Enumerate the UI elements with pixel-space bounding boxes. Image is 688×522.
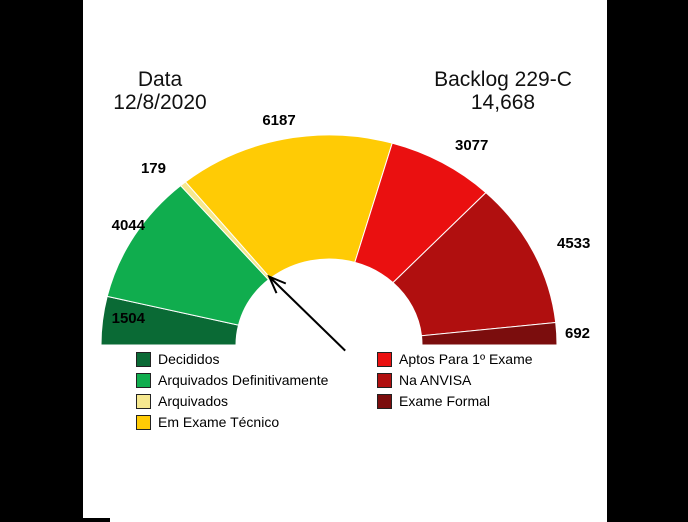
legend-item: Decididos bbox=[136, 349, 328, 370]
value-label-na-anvisa: 4533 bbox=[557, 235, 590, 252]
value-label-decididos: 1504 bbox=[112, 310, 146, 327]
legend-label: Arquivados bbox=[158, 393, 229, 409]
legend-swatch-icon bbox=[377, 394, 392, 409]
legend-label: Na ANVISA bbox=[399, 372, 472, 388]
value-label-arquivados: 179 bbox=[141, 160, 166, 177]
backlog-title: Backlog 229-C 14,668 bbox=[418, 68, 588, 114]
legend-swatch-icon bbox=[377, 373, 392, 388]
legend-swatch-icon bbox=[136, 373, 151, 388]
annotation-arrow bbox=[267, 274, 346, 352]
legend-item: Na ANVISA bbox=[377, 370, 533, 391]
legend-label: Exame Formal bbox=[399, 393, 491, 409]
date-title: Data 12/8/2020 bbox=[80, 68, 240, 114]
legend-item: Arquivados Definitivamente bbox=[136, 370, 328, 391]
legend-swatch-icon bbox=[136, 415, 151, 430]
date-title-line1: Data bbox=[137, 68, 183, 91]
value-label-arquivados-definitivamente: 4044 bbox=[112, 217, 146, 234]
legend-swatch-icon bbox=[136, 394, 151, 409]
backlog-title-line2: 14,668 bbox=[470, 91, 536, 114]
left-black-border bbox=[0, 0, 110, 522]
value-label-em-exame-t-cnico: 6187 bbox=[262, 112, 295, 129]
legend-label: Decididos bbox=[158, 351, 220, 367]
value-label-aptos-para-1-exame: 3077 bbox=[455, 137, 488, 154]
legend-left-column: Decididos Arquivados Definitivamente Arq… bbox=[136, 349, 328, 433]
legend-label: Em Exame Técnico bbox=[158, 414, 280, 430]
value-label-exame-formal: 692 bbox=[565, 325, 590, 342]
legend-item: Exame Formal bbox=[377, 391, 533, 412]
legend-label: Arquivados Definitivamente bbox=[158, 372, 329, 388]
right-black-border bbox=[607, 0, 688, 522]
wedge-exame-formal bbox=[420, 321, 558, 346]
legend-swatch-icon bbox=[136, 352, 151, 367]
backlog-title-line1: Backlog 229-C bbox=[434, 68, 572, 91]
wedge-em-exame-t-cnico bbox=[184, 134, 393, 279]
legend-label: Aptos Para 1º Exame bbox=[399, 351, 533, 367]
date-title-line2: 12/8/2020 bbox=[113, 91, 207, 114]
legend-item: Em Exame Técnico bbox=[136, 412, 328, 433]
legend-right-column: Aptos Para 1º Exame Na ANVISA Exame Form… bbox=[377, 349, 533, 412]
legend-item: Aptos Para 1º Exame bbox=[377, 349, 533, 370]
legend-swatch-icon bbox=[377, 352, 392, 367]
legend-item: Arquivados bbox=[136, 391, 328, 412]
